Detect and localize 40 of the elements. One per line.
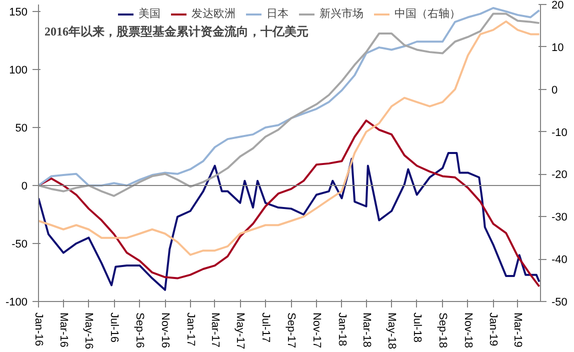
y-tick-label: -50 xyxy=(12,238,28,250)
x-tick-label: Jul-18 xyxy=(410,312,423,342)
x-tick-label: May-16 xyxy=(82,312,95,350)
y2-tick-label: -40 xyxy=(552,254,568,266)
x-tick-label: Nov-18 xyxy=(462,312,474,348)
y2-tick-label: -30 xyxy=(552,212,568,224)
x-tick-label: Jul-16 xyxy=(108,312,120,342)
legend-label: 新兴市场 xyxy=(320,6,364,21)
y-tick-label: 0 xyxy=(21,180,28,192)
x-tick-label: Sep-17 xyxy=(285,312,298,348)
legend-label: 中国（右轴） xyxy=(394,7,460,21)
x-tick-label: Jan-19 xyxy=(487,312,500,346)
y2-tick-label: -10 xyxy=(552,126,568,139)
x-tick-label: Nov-17 xyxy=(310,312,322,348)
y2-tick-label: 20 xyxy=(552,0,564,12)
x-tick-label: Jan-18 xyxy=(336,312,348,346)
y2-tick-label: -50 xyxy=(552,296,568,308)
x-tick-label: Mar-18 xyxy=(360,312,372,348)
x-tick-label: Sep-16 xyxy=(134,312,146,348)
legend-label: 美国 xyxy=(138,6,160,21)
legend-label: 发达欧洲 xyxy=(192,7,236,21)
x-tick-label: Jul-17 xyxy=(259,312,272,342)
x-tick-label: May-18 xyxy=(386,312,398,350)
x-tick-label: Mar-16 xyxy=(57,312,70,348)
y-tick-label: -100 xyxy=(5,296,28,308)
x-tick-label: Mar-17 xyxy=(208,312,221,348)
text: 2016年以来，股票型基金累计资金流向，十亿美元 xyxy=(44,24,308,38)
x-tick-label: Mar-19 xyxy=(512,312,524,348)
y-tick-label: 150 xyxy=(9,6,28,18)
x-tick-label: Jan-16 xyxy=(32,312,44,346)
y2-tick-label: -20 xyxy=(552,169,568,182)
y-tick-label: 50 xyxy=(15,122,28,134)
x-tick-label: Sep-18 xyxy=(436,312,449,348)
x-tick-label: Jan-17 xyxy=(184,312,196,346)
x-tick-label: May-17 xyxy=(234,312,246,350)
legend-label: 日本 xyxy=(266,7,288,21)
y-tick-label: 100 xyxy=(9,64,28,76)
y2-tick-label: 10 xyxy=(552,42,564,54)
x-tick-label: Nov-16 xyxy=(159,312,172,348)
y2-tick-label: 0 xyxy=(552,84,558,96)
